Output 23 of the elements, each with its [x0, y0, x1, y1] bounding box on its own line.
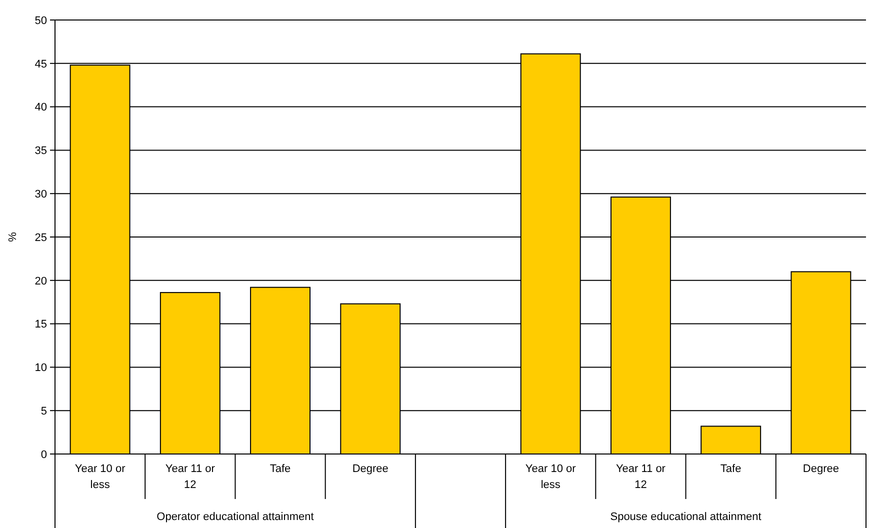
y-tick-label: 50 — [34, 14, 47, 27]
y-tick-label: 15 — [34, 318, 47, 331]
x-tick-label: Year 11 or 12 — [616, 463, 666, 491]
y-tick-label: 5 — [40, 405, 47, 418]
y-tick-label: 35 — [34, 145, 47, 158]
x-tick-label: Tafe — [270, 463, 291, 475]
x-tick-label: Degree — [802, 463, 839, 475]
y-tick-label: 10 — [34, 362, 47, 374]
x-tick-label: Year 10 or less — [74, 463, 126, 491]
x-tick-label: Tafe — [720, 463, 742, 475]
x-tick-label: Year 11 or 12 — [165, 463, 216, 491]
y-tick-label: 25 — [34, 232, 47, 244]
bar — [700, 426, 762, 454]
text: Operator educational attainment — [156, 511, 314, 523]
x-tick-label: Degree — [352, 463, 388, 475]
y-tick-label: 45 — [34, 58, 47, 70]
x-tick-label: Year 10 or less — [525, 463, 576, 491]
y-tick-label: 0 — [40, 448, 47, 461]
y-axis-title: % — [7, 232, 19, 242]
text: Spouse educational attainment — [610, 511, 762, 523]
y-tick-label: 40 — [34, 102, 47, 114]
y-tick-label: 30 — [34, 188, 47, 200]
y-tick-label: 20 — [34, 275, 47, 288]
